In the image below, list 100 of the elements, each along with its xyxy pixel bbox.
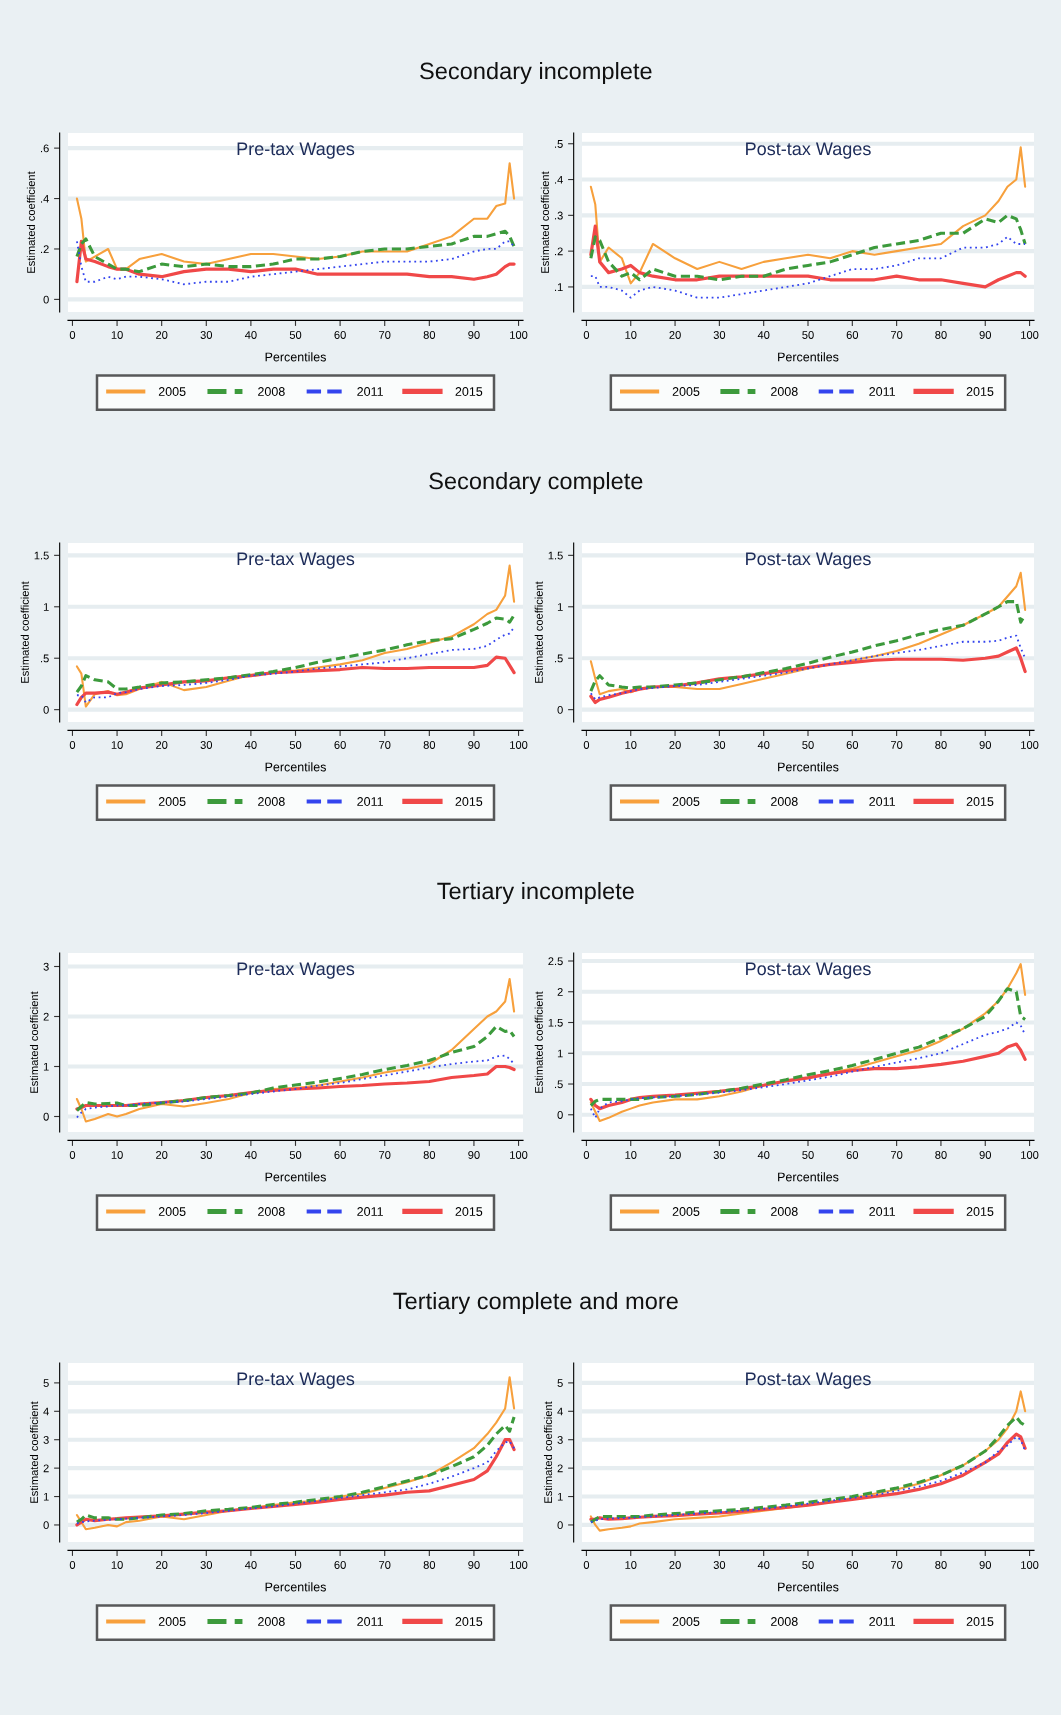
x-tick-label: 30 bbox=[713, 741, 726, 749]
x-tick-label: 80 bbox=[423, 1151, 436, 1159]
y-tick-label: 0 bbox=[43, 1521, 49, 1530]
x-tick-label: 60 bbox=[334, 331, 346, 339]
x-tick-label: 70 bbox=[379, 331, 391, 339]
y-tick-label: 4 bbox=[557, 1407, 563, 1416]
y-tick-label: .5 bbox=[555, 140, 563, 148]
x-tick-label: 0 bbox=[69, 331, 76, 339]
x-axis-title: Percentiles bbox=[778, 352, 839, 362]
legend-label: 2015 bbox=[966, 1207, 994, 1216]
y-axis-title: Estimated coefficient bbox=[534, 991, 543, 1093]
y-tick-label: 0 bbox=[557, 1111, 563, 1119]
y-tick-label: 0 bbox=[43, 1112, 49, 1121]
legend-label: 2008 bbox=[258, 387, 285, 396]
x-tick-label: 20 bbox=[156, 1561, 168, 1569]
y-tick-label: 0 bbox=[43, 295, 49, 304]
chart-title: Post-tax Wages bbox=[746, 962, 871, 979]
x-tick-label: 100 bbox=[510, 1151, 528, 1159]
y-tick-label: 5 bbox=[43, 1379, 49, 1388]
x-tick-label: 10 bbox=[111, 1151, 123, 1159]
legend-label: 2015 bbox=[455, 797, 483, 806]
text: Secondary incomplete bbox=[420, 62, 652, 84]
x-tick-label: 80 bbox=[935, 741, 947, 749]
x-tick-label: 50 bbox=[802, 1561, 814, 1569]
y-tick-label: .5 bbox=[555, 654, 563, 663]
legend-label: 2008 bbox=[258, 1207, 285, 1216]
x-tick-label: 0 bbox=[583, 741, 590, 749]
y-axis-title: Estimated coefficient bbox=[29, 1401, 39, 1503]
y-tick-label: 1 bbox=[557, 1049, 563, 1058]
y-tick-label: 1 bbox=[43, 603, 49, 611]
x-tick-label: 70 bbox=[379, 1151, 391, 1159]
x-tick-label: 70 bbox=[891, 1151, 903, 1159]
y-tick-label: 5 bbox=[557, 1379, 563, 1388]
x-tick-label: 70 bbox=[379, 741, 391, 749]
x-tick-label: 40 bbox=[757, 1561, 770, 1569]
x-tick-label: 0 bbox=[583, 1561, 590, 1569]
x-tick-label: 80 bbox=[935, 1561, 947, 1569]
x-tick-label: 0 bbox=[69, 1561, 76, 1569]
x-tick-label: 100 bbox=[510, 1561, 528, 1569]
chart-title: Post-tax Wages bbox=[746, 1372, 871, 1389]
legend-label: 2005 bbox=[158, 1617, 186, 1626]
legend-label: 2008 bbox=[771, 1617, 798, 1626]
legend-label: 2011 bbox=[869, 797, 895, 806]
legend-label: 2011 bbox=[357, 1617, 383, 1626]
x-tick-label: 50 bbox=[802, 741, 814, 749]
legend-label: 2015 bbox=[966, 797, 994, 806]
x-tick-label: 50 bbox=[289, 741, 302, 749]
x-tick-label: 20 bbox=[156, 331, 168, 339]
x-axis-title: Percentiles bbox=[265, 762, 326, 772]
legend-label: 2015 bbox=[455, 387, 483, 396]
x-tick-label: 10 bbox=[625, 1151, 637, 1159]
legend-label: 2005 bbox=[158, 387, 186, 396]
legend-label: 2008 bbox=[771, 797, 798, 806]
y-tick-label: 2 bbox=[43, 1012, 49, 1021]
text: Tertiary incomplete bbox=[437, 881, 634, 904]
x-tick-label: 100 bbox=[1021, 1561, 1039, 1569]
x-tick-label: 10 bbox=[625, 1561, 637, 1569]
x-tick-label: 80 bbox=[935, 1151, 947, 1159]
x-tick-label: 60 bbox=[846, 1561, 859, 1569]
x-tick-label: 100 bbox=[510, 741, 528, 749]
legend-label: 2005 bbox=[672, 797, 700, 806]
x-tick-label: 40 bbox=[244, 1561, 257, 1569]
line-series bbox=[76, 1054, 515, 1119]
x-axis-title: Percentiles bbox=[778, 762, 839, 772]
legend-label: 2008 bbox=[258, 797, 285, 806]
x-tick-label: 40 bbox=[757, 1151, 770, 1159]
x-tick-label: 40 bbox=[244, 741, 257, 749]
x-tick-label: 60 bbox=[334, 1151, 346, 1159]
x-tick-label: 100 bbox=[1021, 1151, 1039, 1159]
x-tick-label: 70 bbox=[891, 1561, 903, 1569]
y-tick-label: 1.5 bbox=[548, 1018, 563, 1027]
x-tick-label: 0 bbox=[69, 741, 76, 749]
y-axis-title: Estimated coefficient bbox=[26, 171, 36, 273]
y-tick-label: 2 bbox=[43, 1464, 49, 1473]
x-tick-label: 60 bbox=[846, 331, 859, 339]
x-tick-label: 100 bbox=[1021, 741, 1039, 749]
x-tick-label: 60 bbox=[846, 741, 859, 749]
x-tick-label: 40 bbox=[757, 741, 770, 749]
x-tick-label: 90 bbox=[468, 741, 480, 749]
x-tick-label: 90 bbox=[979, 741, 991, 749]
chart-title: Post-tax Wages bbox=[746, 142, 871, 159]
x-tick-label: 80 bbox=[423, 1561, 436, 1569]
x-tick-label: 40 bbox=[244, 1151, 257, 1159]
x-tick-label: 10 bbox=[111, 331, 123, 339]
x-tick-label: 10 bbox=[111, 1561, 123, 1569]
legend-label: 2005 bbox=[672, 387, 700, 396]
y-tick-label: .1 bbox=[555, 283, 563, 291]
x-tick-label: 90 bbox=[468, 1151, 480, 1159]
x-tick-label: 80 bbox=[423, 331, 436, 339]
x-tick-label: 90 bbox=[979, 1151, 991, 1159]
y-tick-label: 0 bbox=[557, 1521, 563, 1530]
chart-title: Pre-tax Wages bbox=[237, 1372, 355, 1389]
chart-title: Pre-tax Wages bbox=[237, 142, 355, 159]
line-series bbox=[75, 977, 516, 1123]
x-tick-label: 40 bbox=[244, 331, 257, 339]
x-tick-label: 50 bbox=[289, 331, 302, 339]
x-tick-label: 0 bbox=[583, 1151, 590, 1159]
x-tick-label: 30 bbox=[200, 331, 213, 339]
x-tick-label: 20 bbox=[669, 1151, 681, 1159]
y-tick-label: .3 bbox=[555, 211, 563, 220]
